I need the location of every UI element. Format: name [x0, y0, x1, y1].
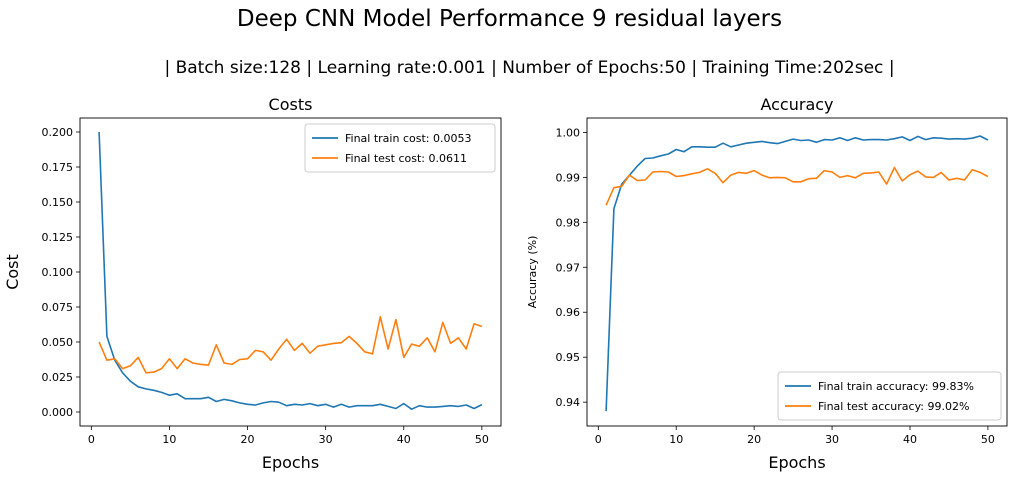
cost-y-axis-label: Cost [3, 254, 22, 290]
cost-x-tick-label: 40 [397, 433, 411, 446]
cost-y-tick-label: 0.075 [42, 301, 74, 314]
accuracy-x-tick-label: 50 [981, 433, 995, 446]
accuracy-legend-test-label: Final test accuracy: 99.02% [818, 400, 969, 413]
cost-y-tick-label: 0.000 [42, 406, 74, 419]
cost-x-tick-label: 20 [241, 433, 255, 446]
accuracy-y-tick-label: 0.95 [556, 351, 581, 364]
accuracy-y-tick-label: 0.94 [556, 396, 581, 409]
accuracy-axes-frame [586, 117, 1008, 427]
cost-y-tick-label: 0.150 [42, 196, 74, 209]
cost-y-tick-label: 0.050 [42, 336, 74, 349]
cost-y-tick-label: 0.100 [42, 266, 74, 279]
cost-legend-test-label: Final test cost: 0.0611 [345, 152, 467, 165]
accuracy-x-tick-label: 20 [747, 433, 761, 446]
cost-legend-train-label: Final train cost: 0.0053 [345, 132, 471, 145]
accuracy-y-tick-label: 0.96 [556, 306, 581, 319]
accuracy-test-series-line [605, 166, 989, 206]
figure-title: Deep CNN Model Performance 9 residual la… [236, 6, 783, 32]
cost-chart-title: Costs [269, 95, 313, 114]
cost-y-tick-label: 0.125 [42, 231, 74, 244]
accuracy-y-tick-label: 0.97 [556, 261, 581, 274]
accuracy-x-tick-label: 40 [903, 433, 917, 446]
accuracy-legend-box [777, 371, 1002, 421]
cost-x-tick-label: 10 [162, 433, 176, 446]
accuracy-x-tick-label: 0 [595, 433, 602, 446]
accuracy-train-series-line [605, 135, 989, 412]
accuracy-y-tick-label: 0.98 [556, 216, 581, 229]
cost-train-series-line [98, 131, 483, 411]
cost-test-series-line [98, 315, 483, 374]
figure-subtitle: | Batch size:128 | Learning rate:0.001 |… [164, 58, 895, 78]
accuracy-legend-train-label: Final train accuracy: 99.83% [818, 380, 974, 393]
cost-x-tick-label: 50 [475, 433, 489, 446]
accuracy-chart-title: Accuracy [760, 95, 833, 114]
cost-chart: Costs 0 10 20 30 40 50 0.000 0.025 0.050 0.075 0.10… [3, 95, 502, 472]
cost-x-tick-label: 0 [88, 433, 95, 446]
accuracy-x-axis-label: Epochs [768, 453, 825, 472]
accuracy-y-axis-label: Accuracy (%) [526, 236, 539, 309]
accuracy-y-tick-label: 1.00 [556, 126, 581, 139]
cost-x-tick-label: 30 [319, 433, 333, 446]
cost-y-tick-label: 0.025 [42, 371, 74, 384]
cost-x-axis-label: Epochs [262, 453, 319, 472]
accuracy-x-tick-label: 10 [669, 433, 683, 446]
cost-legend-box [304, 123, 496, 173]
cost-y-tick-label: 0.175 [42, 161, 74, 174]
cost-y-tick-label: 0.200 [42, 126, 74, 139]
accuracy-y-tick-label: 0.99 [556, 171, 581, 184]
accuracy-chart: Accuracy 0 10 20 30 40 50 0.94 0.95 0.96 0.97 0.98 0… [526, 95, 1008, 472]
accuracy-x-tick-label: 30 [825, 433, 839, 446]
